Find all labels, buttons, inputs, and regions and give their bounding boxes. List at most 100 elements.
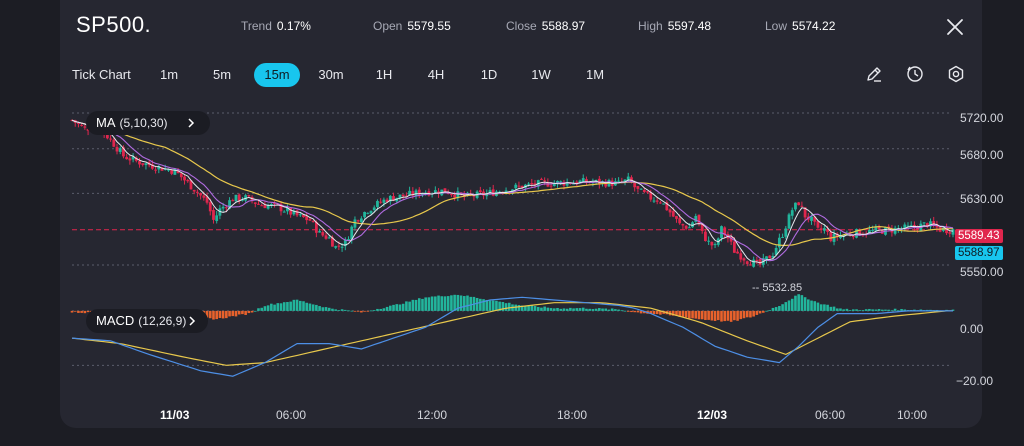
candle-body: [790, 210, 794, 216]
timeframe-1w[interactable]: 1W: [531, 67, 551, 82]
settings-icon[interactable]: [946, 64, 966, 84]
candle-body: [353, 219, 357, 228]
macd-histogram-bar: [434, 296, 437, 311]
candle-body: [192, 189, 196, 192]
timeframe-1d[interactable]: 1D: [480, 67, 498, 82]
y-tick-label: 5550.00: [960, 265, 1004, 279]
low-marker-label: -- 5532.85: [752, 282, 803, 294]
candle-body: [771, 255, 775, 258]
stat-close: Close 5588.97: [506, 19, 585, 33]
macd-histogram-bar: [739, 310, 743, 320]
macd-histogram-bar: [848, 310, 852, 311]
macd-histogram-bar: [485, 299, 489, 311]
macd-histogram-bar: [842, 309, 845, 311]
candle-body: [417, 189, 421, 196]
macd-histogram-bar: [421, 298, 424, 311]
candle-body: [224, 207, 228, 209]
macd-histogram-bar: [871, 309, 874, 311]
macd-histogram-bar: [546, 307, 550, 311]
candle-body: [540, 178, 543, 180]
macd-histogram-bar: [372, 310, 376, 311]
macd-histogram-bar: [337, 310, 341, 311]
macd-histogram-bar: [807, 299, 810, 311]
timer-icon[interactable]: [905, 64, 925, 84]
macd-histogram-bar: [321, 307, 325, 311]
macd-histogram-bar: [417, 298, 421, 311]
x-tick-label: 12:00: [417, 408, 448, 422]
macd-histogram-bar: [893, 308, 897, 311]
stat-open: Open 5579.55: [373, 19, 451, 33]
macd-histogram-bar: [276, 303, 280, 311]
x-tick-label: 11/03: [160, 408, 190, 422]
macd-histogram-bar: [282, 302, 286, 311]
macd-histogram-bar: [440, 296, 444, 311]
macd-histogram-bar: [234, 310, 238, 317]
timeframe-30m[interactable]: 30m: [318, 67, 344, 82]
timeframe-5m[interactable]: 5m: [212, 67, 232, 82]
x-tick-label: 06:00: [815, 408, 846, 422]
macd-histogram-bar: [533, 306, 537, 311]
macd-histogram-bar: [626, 310, 630, 312]
macd-histogram-bar: [495, 300, 498, 311]
macd-histogram-bar: [617, 309, 620, 311]
macd-histogram-bar: [356, 310, 360, 312]
macd-indicator-button[interactable]: MACD (12,26,9): [86, 309, 208, 333]
timeframe-1m[interactable]: 1m: [159, 67, 179, 82]
macd-histogram-bar: [437, 295, 440, 311]
candle-body: [411, 191, 415, 196]
candle-body: [839, 235, 842, 239]
timeframe-1h[interactable]: 1H: [375, 67, 393, 82]
candle-body: [359, 218, 363, 223]
macd-histogram-bar: [552, 308, 556, 311]
timeframe-15m[interactable]: 15m: [254, 63, 300, 87]
macd-histogram-bar: [861, 310, 865, 311]
timeframe-1mo[interactable]: 1M: [585, 67, 605, 82]
candle-body: [774, 247, 778, 255]
macd-histogram-bar: [829, 306, 833, 311]
candle-body: [366, 212, 370, 214]
candle-body: [700, 223, 704, 232]
macd-histogram-bar: [581, 307, 585, 311]
macd-histogram-bar: [225, 310, 228, 319]
candle-body: [565, 181, 569, 186]
pencil-icon[interactable]: [864, 64, 884, 84]
close-icon[interactable]: [944, 16, 966, 38]
macd-histogram-bar: [450, 295, 453, 311]
ma-indicator-button[interactable]: MA (5,10,30): [86, 111, 210, 135]
candle-body: [819, 228, 823, 230]
macd-histogram-bar: [781, 304, 784, 311]
candle-body: [720, 226, 723, 239]
macd-histogram-bar: [675, 310, 678, 316]
macd-histogram-bar: [517, 305, 521, 311]
timeframe-4h[interactable]: 4H: [427, 67, 445, 82]
candle-body: [141, 163, 145, 165]
macd-histogram-bar: [360, 310, 363, 313]
macd-histogram-bar: [385, 306, 389, 311]
macd-histogram-bar: [810, 300, 813, 311]
ma30-line: [71, 119, 953, 246]
candle-body: [813, 216, 817, 222]
candle-body: [311, 221, 315, 223]
macd-histogram-bar: [752, 310, 755, 317]
macd-histogram-bar: [832, 306, 836, 311]
tick-chart-label[interactable]: Tick Chart: [72, 67, 131, 82]
macd-histogram-bar: [257, 308, 260, 311]
macd-histogram-bar: [469, 296, 473, 311]
indicator-name: MA: [96, 115, 116, 130]
macd-histogram-bar: [598, 308, 601, 311]
stat-label: Low: [765, 19, 788, 33]
macd-histogram-bar: [659, 310, 662, 315]
macd-histogram-bar: [408, 301, 411, 311]
candle-body: [871, 230, 875, 232]
candle-body: [662, 203, 666, 205]
macd-histogram-bar: [855, 309, 858, 311]
macd-histogram-bar: [591, 309, 595, 311]
candle-body: [752, 259, 756, 267]
candle-body: [392, 196, 395, 201]
candle-body: [302, 214, 305, 218]
candle-body: [581, 178, 585, 182]
macd-histogram-bar: [536, 307, 540, 311]
macd-histogram-bar: [688, 310, 691, 319]
candle-body: [221, 206, 225, 209]
